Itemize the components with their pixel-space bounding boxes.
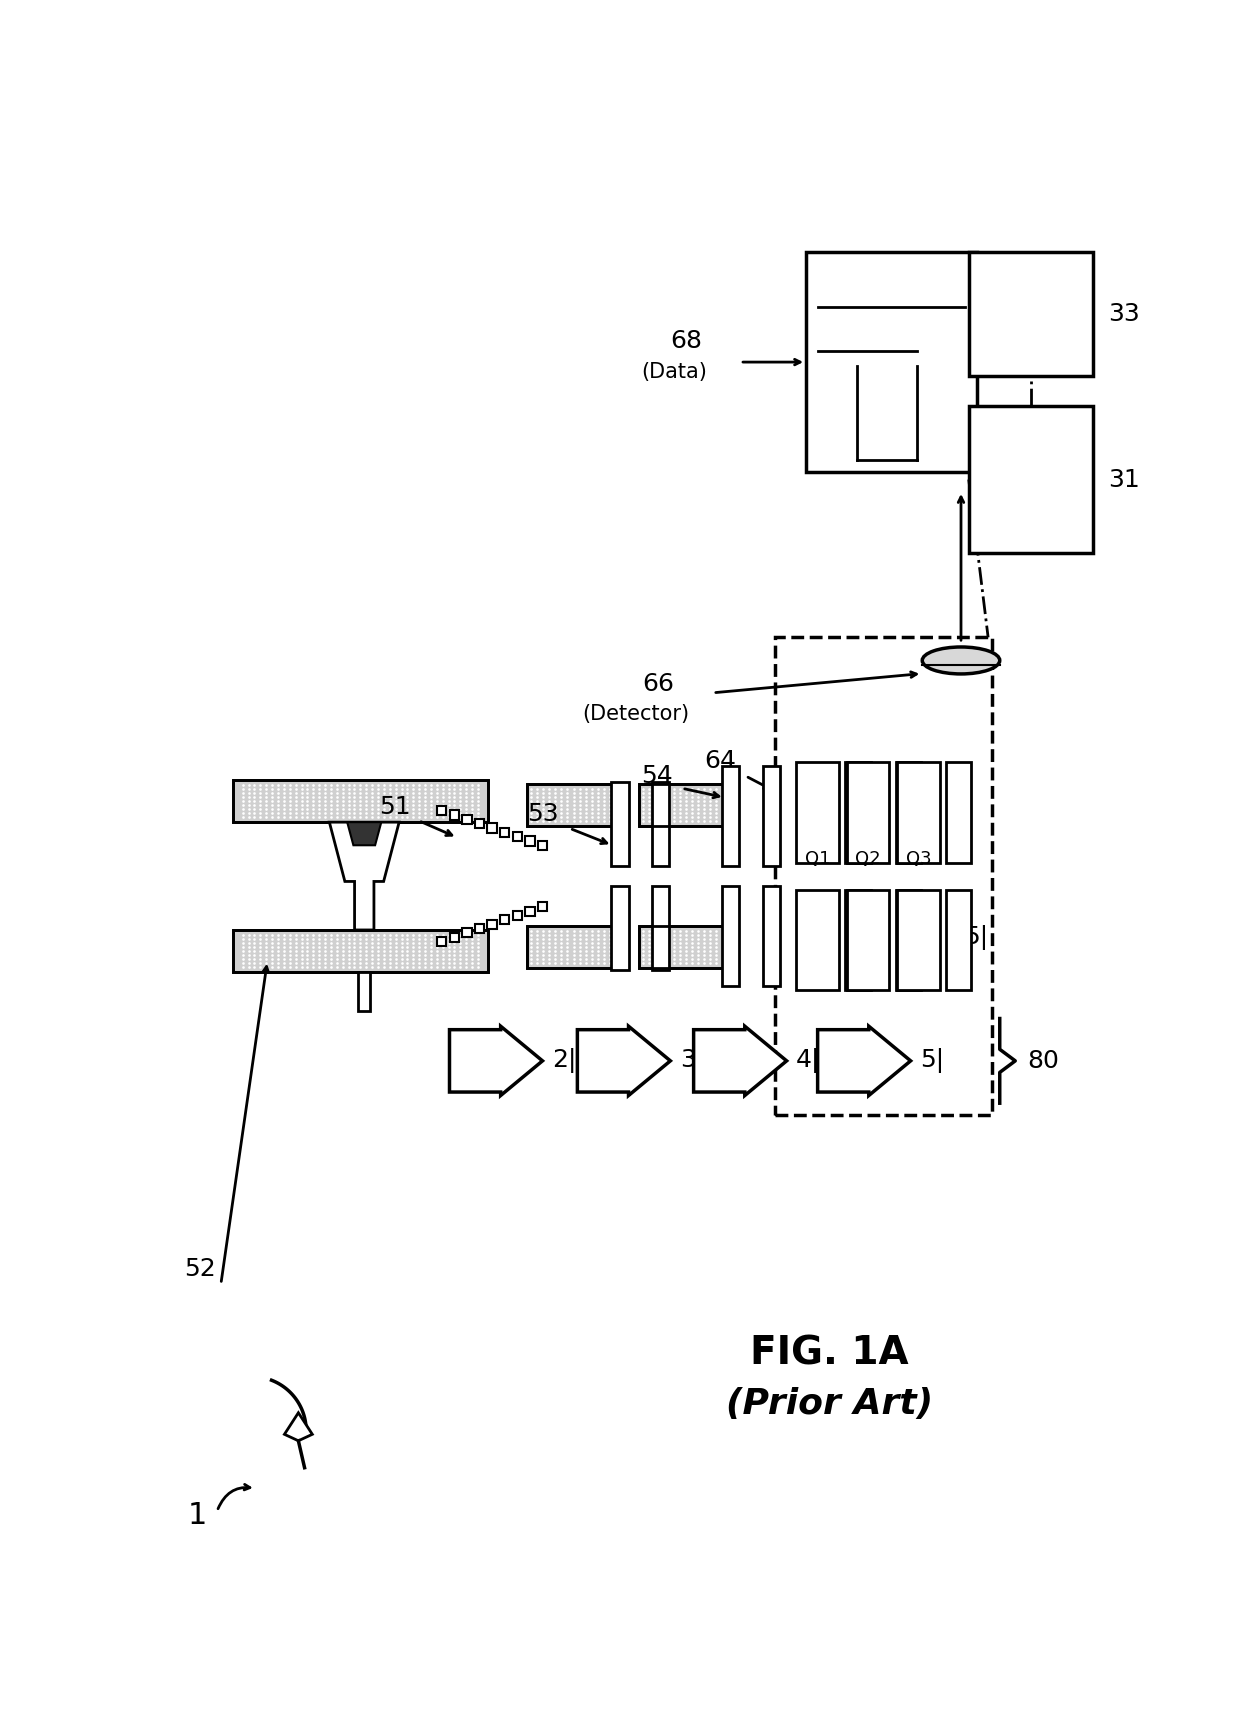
- Bar: [526, 837, 534, 845]
- Bar: [450, 811, 459, 819]
- Bar: [640, 926, 733, 969]
- Bar: [500, 916, 510, 924]
- Text: 5|: 5|: [965, 926, 988, 950]
- Text: 51: 51: [379, 795, 412, 819]
- Bar: [775, 637, 992, 1115]
- Ellipse shape: [923, 648, 999, 673]
- Bar: [527, 783, 620, 826]
- Bar: [611, 886, 629, 971]
- Bar: [487, 919, 497, 929]
- Bar: [897, 763, 940, 862]
- Bar: [796, 763, 839, 862]
- Bar: [897, 890, 940, 990]
- Bar: [968, 253, 1092, 376]
- Bar: [968, 407, 1092, 553]
- Bar: [640, 783, 733, 826]
- Bar: [526, 907, 534, 916]
- Bar: [946, 890, 971, 990]
- Bar: [450, 933, 459, 941]
- Bar: [358, 972, 371, 1010]
- Text: Q2: Q2: [856, 850, 880, 868]
- Text: 53: 53: [527, 802, 558, 826]
- Polygon shape: [347, 823, 382, 845]
- Text: Q1: Q1: [805, 850, 831, 868]
- Polygon shape: [284, 1412, 312, 1441]
- Text: 54: 54: [641, 765, 673, 789]
- Bar: [475, 924, 484, 933]
- Bar: [233, 929, 489, 972]
- Bar: [895, 890, 921, 990]
- Text: 52: 52: [184, 1258, 216, 1280]
- Bar: [527, 926, 620, 969]
- Bar: [538, 840, 547, 850]
- Text: 64: 64: [704, 749, 737, 773]
- Bar: [487, 823, 497, 833]
- Bar: [652, 886, 668, 971]
- Bar: [233, 929, 489, 972]
- Bar: [847, 763, 889, 862]
- Bar: [640, 926, 733, 969]
- Bar: [463, 928, 471, 938]
- Bar: [438, 936, 446, 947]
- Bar: [722, 766, 739, 866]
- Bar: [847, 890, 889, 990]
- Bar: [527, 926, 620, 969]
- Text: Controller: Controller: [976, 304, 1086, 325]
- Bar: [846, 890, 870, 990]
- Bar: [806, 253, 977, 472]
- Bar: [527, 783, 620, 826]
- Text: (Detector): (Detector): [582, 704, 689, 725]
- Bar: [512, 911, 522, 921]
- Text: 4|: 4|: [796, 1048, 821, 1074]
- Text: 5|: 5|: [920, 1048, 944, 1074]
- Polygon shape: [578, 1026, 671, 1096]
- Bar: [946, 763, 971, 862]
- Text: Power: Power: [997, 448, 1064, 467]
- Bar: [763, 766, 780, 866]
- Bar: [438, 806, 446, 816]
- Text: 66: 66: [642, 672, 675, 696]
- Bar: [233, 780, 489, 823]
- Text: 2|: 2|: [552, 1048, 577, 1074]
- Bar: [463, 814, 471, 825]
- Bar: [763, 886, 780, 986]
- Bar: [500, 828, 510, 837]
- Bar: [512, 832, 522, 842]
- Polygon shape: [449, 1026, 543, 1096]
- Polygon shape: [693, 1026, 786, 1096]
- Bar: [722, 886, 739, 986]
- Text: 31: 31: [1109, 467, 1140, 491]
- Text: Supply: Supply: [993, 498, 1069, 519]
- Text: 80: 80: [1027, 1050, 1059, 1072]
- Text: 3|: 3|: [680, 1048, 704, 1074]
- Text: (Prior Art): (Prior Art): [725, 1386, 932, 1421]
- Text: 33: 33: [1109, 302, 1140, 326]
- Bar: [233, 780, 489, 823]
- Text: Q3: Q3: [905, 850, 931, 868]
- Text: (Data): (Data): [641, 362, 707, 381]
- Bar: [538, 902, 547, 912]
- Text: 1: 1: [188, 1500, 207, 1529]
- Bar: [796, 890, 839, 990]
- Text: 68: 68: [670, 328, 702, 352]
- Bar: [611, 782, 629, 866]
- Bar: [640, 783, 733, 826]
- Polygon shape: [330, 823, 399, 929]
- Polygon shape: [817, 1026, 910, 1096]
- Text: FIG. 1A: FIG. 1A: [750, 1335, 909, 1373]
- Bar: [652, 782, 668, 866]
- Bar: [475, 819, 484, 828]
- Bar: [846, 763, 870, 862]
- Bar: [895, 763, 921, 862]
